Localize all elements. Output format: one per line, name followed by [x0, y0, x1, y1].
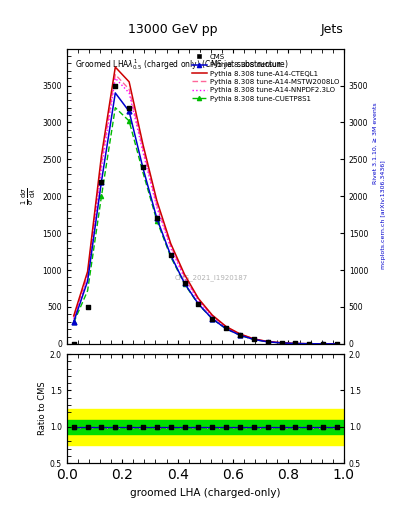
Point: [251, 423, 257, 431]
Point: [84, 303, 91, 311]
Point: [154, 215, 160, 223]
Point: [154, 423, 160, 431]
Point: [306, 339, 312, 348]
Point: [167, 251, 174, 260]
Point: [237, 331, 243, 339]
Point: [209, 315, 215, 323]
Point: [98, 177, 105, 185]
Point: [209, 423, 215, 431]
Point: [251, 335, 257, 344]
Point: [182, 279, 188, 287]
Point: [278, 423, 285, 431]
Text: CMS_2021_I1920187: CMS_2021_I1920187: [174, 274, 248, 281]
Point: [182, 423, 188, 431]
Text: Jets: Jets: [321, 23, 344, 36]
Point: [126, 423, 132, 431]
Text: Groomed LHA$\lambda^{1}_{0.5}$ (charged only) (CMS jet substructure): Groomed LHA$\lambda^{1}_{0.5}$ (charged …: [75, 57, 289, 72]
Point: [71, 423, 77, 431]
Y-axis label: $\frac{1}{\sigma}\,\frac{\mathrm{d}\sigma}{\mathrm{d}\lambda}$: $\frac{1}{\sigma}\,\frac{\mathrm{d}\sigm…: [20, 187, 38, 205]
Point: [334, 423, 340, 431]
Point: [237, 423, 243, 431]
Text: Rivet 3.1.10, ≥ 3M events: Rivet 3.1.10, ≥ 3M events: [373, 102, 378, 184]
Point: [71, 340, 77, 348]
Point: [306, 423, 312, 431]
Legend: CMS, Pythia 8.308 default, Pythia 8.308 tune-A14-CTEQL1, Pythia 8.308 tune-A14-M: CMS, Pythia 8.308 default, Pythia 8.308 …: [190, 52, 340, 103]
Point: [195, 423, 202, 431]
X-axis label: groomed LHA (charged-only): groomed LHA (charged-only): [130, 488, 281, 498]
Point: [140, 163, 146, 171]
Point: [223, 423, 229, 431]
Point: [126, 103, 132, 112]
Point: [98, 423, 105, 431]
Point: [334, 340, 340, 348]
Point: [112, 81, 118, 90]
Point: [140, 423, 146, 431]
Point: [292, 339, 299, 348]
Point: [223, 324, 229, 332]
Point: [167, 423, 174, 431]
Point: [195, 300, 202, 308]
Point: [278, 339, 285, 347]
Point: [320, 340, 326, 348]
Point: [320, 423, 326, 431]
Point: [112, 423, 118, 431]
Point: [264, 337, 271, 346]
Point: [264, 423, 271, 431]
Y-axis label: Ratio to CMS: Ratio to CMS: [38, 382, 47, 436]
Text: mcplots.cern.ch [arXiv:1306.3436]: mcplots.cern.ch [arXiv:1306.3436]: [381, 161, 386, 269]
Point: [292, 423, 299, 431]
Point: [84, 423, 91, 431]
Text: 13000 GeV pp: 13000 GeV pp: [128, 23, 218, 36]
